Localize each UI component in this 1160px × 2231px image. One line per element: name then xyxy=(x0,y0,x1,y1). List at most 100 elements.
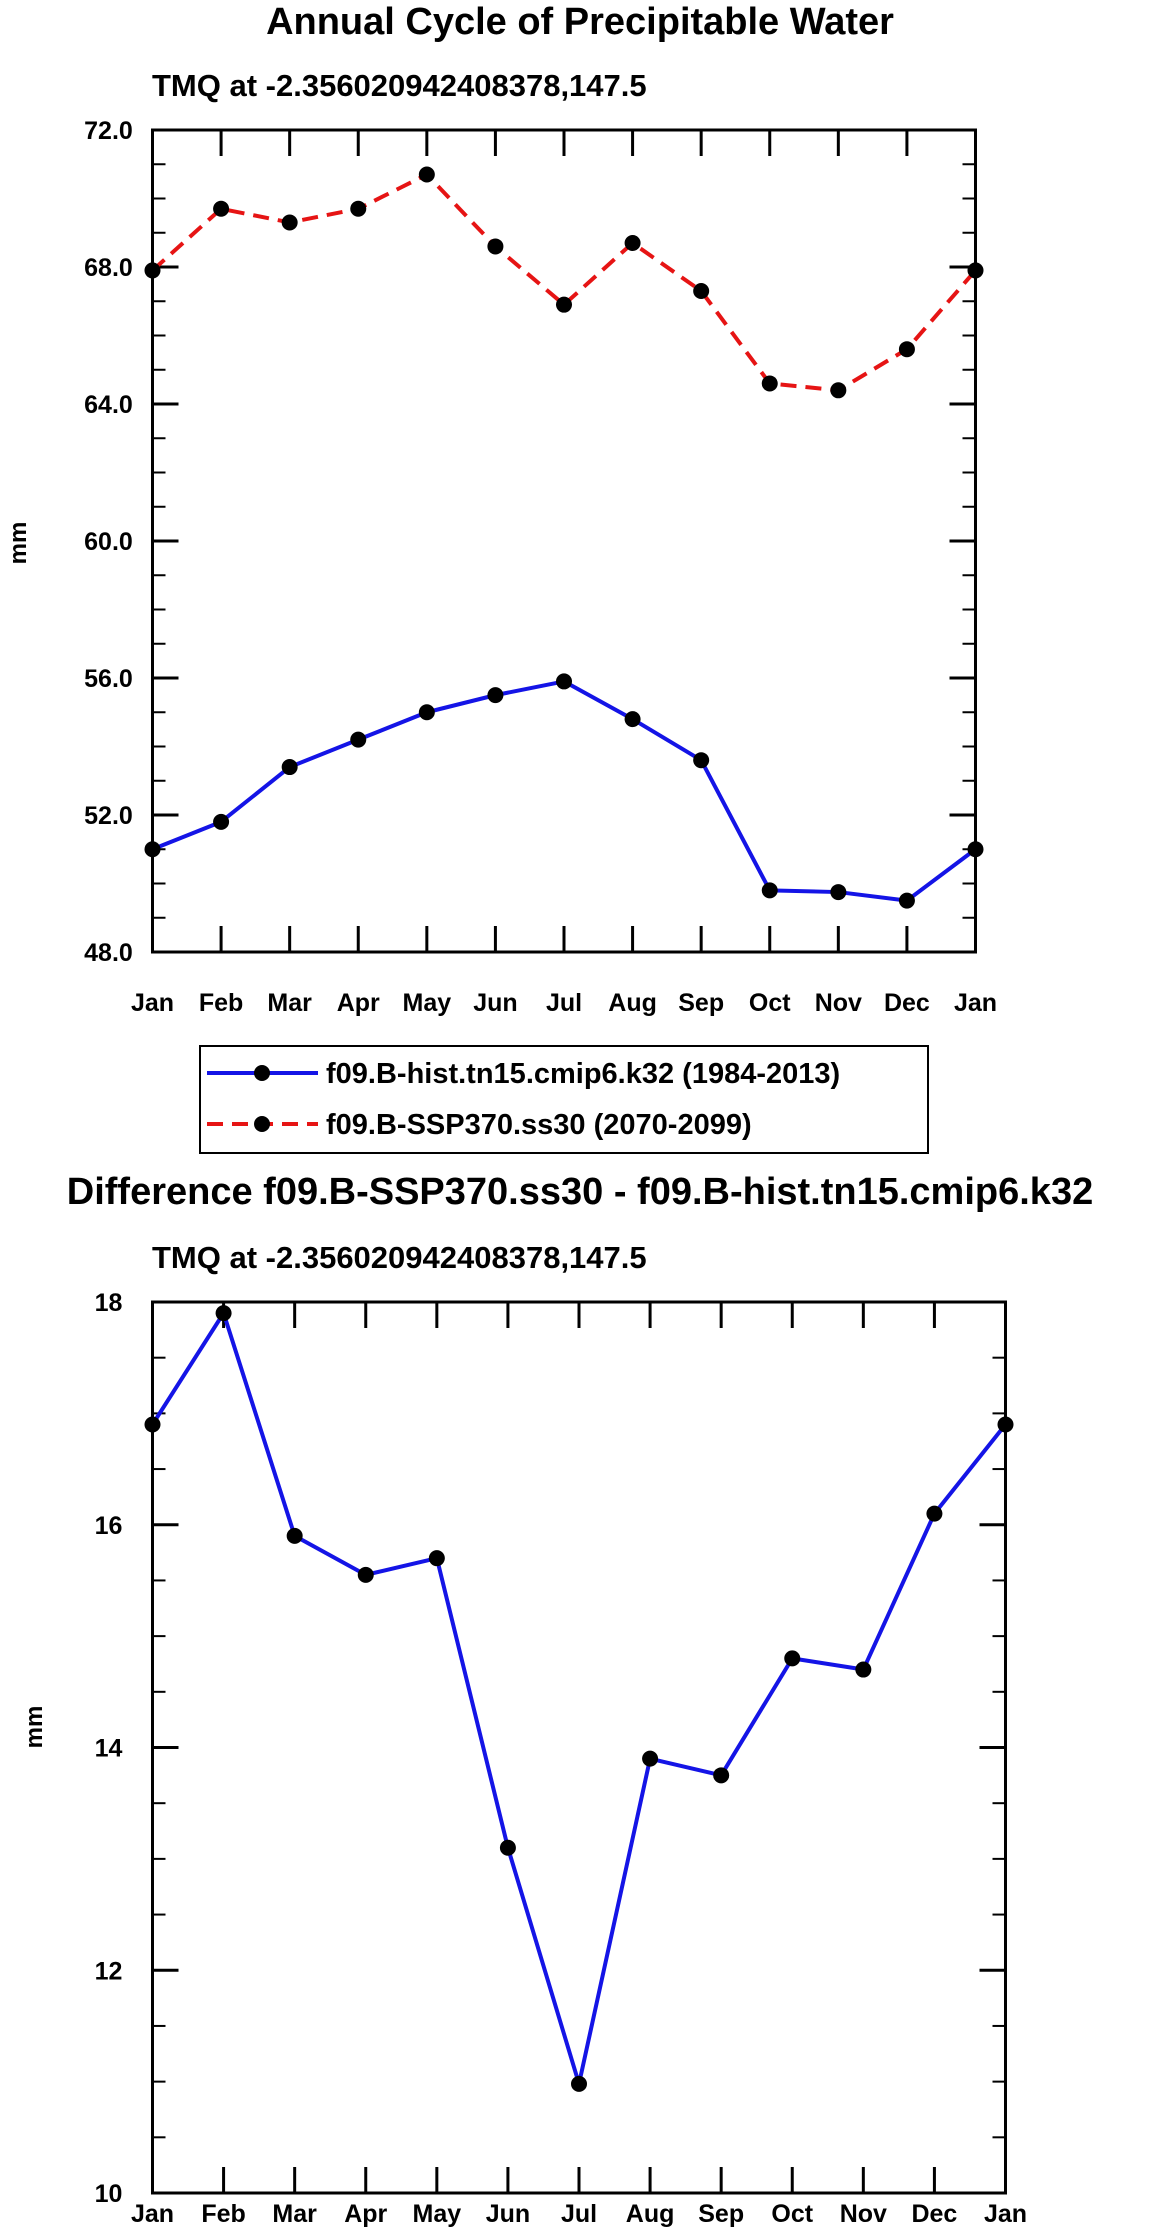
top-chart-y-tick-label: 56.0 xyxy=(84,665,133,693)
top-chart-data-point xyxy=(418,704,435,721)
bottom-chart-y-tick-label: 14 xyxy=(95,1735,123,1763)
top-chart-ylabel: mm xyxy=(5,522,32,565)
top-chart-y-tick-label: 48.0 xyxy=(84,939,133,967)
bottom-chart-title: Difference f09.B-SSP370.ss30 - f09.B-his… xyxy=(67,1171,1093,1213)
top-chart-data-point xyxy=(624,711,641,728)
legend-item-hist: f09.B-hist.tn15.cmip6.k32 (1984-2013) xyxy=(207,1058,840,1090)
top-chart-data-point xyxy=(213,813,230,830)
bottom-chart-series-line-0 xyxy=(150,1311,1008,2086)
bottom-chart-data-point xyxy=(286,1527,303,1544)
bottom-chart-x-tick-label: Oct xyxy=(771,2200,813,2228)
bottom-chart-data-point xyxy=(215,1305,232,1322)
legend-label-ssp: f09.B-SSP370.ss30 (2070-2099) xyxy=(326,1109,752,1141)
top-chart-x-tick-label: Oct xyxy=(749,989,791,1017)
bottom-chart-x-tick-label: Mar xyxy=(272,2200,317,2228)
bottom-chart-x-tick-label: Aug xyxy=(626,2200,675,2228)
bottom-chart-x-tick-label: Jun xyxy=(486,2200,530,2228)
top-chart-x-tick-label: Dec xyxy=(884,989,930,1017)
bottom-chart-data-point xyxy=(713,1767,730,1784)
top-chart-x-tick-label: Jul xyxy=(546,989,582,1017)
top-chart-data-point xyxy=(350,200,367,217)
legend-label-hist: f09.B-hist.tn15.cmip6.k32 (1984-2013) xyxy=(326,1058,840,1090)
top-chart-data-point xyxy=(693,282,710,299)
top-chart-x-tick-label: Jun xyxy=(473,989,517,1017)
bottom-chart-data-point xyxy=(642,1750,659,1767)
top-chart-data-point xyxy=(350,731,367,748)
top-chart-data-point xyxy=(693,752,710,769)
bottom-chart-x-tick-label: Jan xyxy=(984,2200,1027,2228)
bottom-chart-data-point xyxy=(428,1550,445,1567)
top-chart-x-tick-label: Apr xyxy=(337,989,380,1017)
top-chart-frame xyxy=(151,128,977,954)
bottom-chart-x-tick-label: Sep xyxy=(698,2200,744,2228)
bottom-chart-x-tick-label: Apr xyxy=(344,2200,387,2228)
top-chart-y-ticks: 48.0 52.0 56.0 60.0 64.0 68.0 72.0 xyxy=(84,117,976,967)
top-chart-x-tick-label: Sep xyxy=(678,989,724,1017)
top-chart-data-point xyxy=(487,238,504,255)
bottom-chart-y-tick-label: 10 xyxy=(95,2180,123,2208)
legend-item-ssp: f09.B-SSP370.ss30 (2070-2099) xyxy=(207,1109,752,1141)
top-chart-x-tick-label: Mar xyxy=(267,989,312,1017)
bottom-chart-y-ticks: 10 12 14 16 18 xyxy=(95,1289,1006,2208)
top-chart-data-point xyxy=(418,166,435,183)
bottom-chart-ylabel: mm xyxy=(21,1706,48,1749)
top-chart-data-point xyxy=(281,214,298,231)
top-chart-x-tick-label: Aug xyxy=(608,989,657,1017)
top-chart-data-point xyxy=(556,673,572,690)
top-chart-x-ticks: Jan Feb Mar Apr May Jun Jul Aug Sep Oct Nov Dec Jan xyxy=(131,130,997,1017)
top-chart-data-point xyxy=(761,375,778,392)
bottom-chart-x-tick-label: Jan xyxy=(131,2200,174,2228)
top-chart-x-tick-label: Nov xyxy=(815,989,862,1017)
bottom-chart-frame xyxy=(151,1300,1007,2195)
bottom-chart-y-tick-label: 16 xyxy=(95,1512,123,1540)
top-chart-data-point xyxy=(487,687,504,704)
top-chart-data-point xyxy=(830,382,847,399)
bottom-chart-data-point xyxy=(926,1505,943,1522)
bottom-chart-x-tick-label: Feb xyxy=(201,2200,245,2228)
top-chart-data-point xyxy=(898,341,915,358)
top-chart-y-tick-label: 68.0 xyxy=(84,254,133,282)
top-chart-y-tick-label: 72.0 xyxy=(84,117,133,145)
top-chart-data-point xyxy=(281,759,298,776)
bottom-chart-y-tick-label: 12 xyxy=(95,1957,123,1985)
top-chart-data-point xyxy=(761,882,778,899)
legend-box xyxy=(199,1045,929,1154)
top-chart-series xyxy=(144,166,984,909)
bottom-chart-data-point xyxy=(855,1661,872,1678)
top-chart-legend: f09.B-hist.tn15.cmip6.k32 (1984-2013) f0… xyxy=(199,1045,929,1154)
top-chart-data-point xyxy=(213,200,230,217)
bottom-chart-data-point xyxy=(571,2075,587,2092)
top-chart-y-minor-ticks xyxy=(152,129,976,953)
bottom-chart-y-tick-label: 18 xyxy=(95,1289,123,1317)
top-chart-x-tick-label: May xyxy=(403,989,452,1017)
legend-marker-ssp xyxy=(254,1116,270,1132)
bottom-chart-series xyxy=(144,1305,1014,2092)
top-chart-title: Annual Cycle of Precipitable Water xyxy=(266,1,894,43)
bottom-chart-x-ticks: Jan Feb Mar Apr May Jun Jul Aug Sep Oct Nov Dec Jan xyxy=(131,1302,1027,2228)
bottom-chart-data-point xyxy=(499,1839,516,1856)
top-chart-x-tick-label: Jan xyxy=(954,989,997,1017)
bottom-chart-data-point xyxy=(784,1650,801,1667)
top-chart: Annual Cycle of Precipitable Water TMQ a… xyxy=(5,1,997,1154)
bottom-chart-subtitle: TMQ at -2.356020942408378,147.5 xyxy=(152,1240,647,1275)
top-chart-data-point xyxy=(556,296,572,313)
bottom-chart-x-tick-label: May xyxy=(413,2200,462,2228)
bottom-chart-y-minor-ticks xyxy=(152,1301,1006,2194)
bottom-chart-x-tick-label: Dec xyxy=(911,2200,957,2228)
top-chart-data-point xyxy=(898,892,915,909)
legend-marker-hist xyxy=(254,1065,270,1081)
top-chart-data-point xyxy=(830,884,847,901)
top-chart-y-tick-label: 60.0 xyxy=(84,528,133,556)
bottom-chart-x-tick-label: Jul xyxy=(561,2200,597,2228)
bottom-chart-data-point xyxy=(357,1566,374,1583)
top-chart-x-tick-label: Jan xyxy=(131,989,174,1017)
top-chart-series-line-1 xyxy=(151,172,978,393)
top-chart-data-point xyxy=(624,235,641,252)
top-chart-x-tick-label: Feb xyxy=(199,989,243,1017)
top-chart-y-tick-label: 64.0 xyxy=(84,391,133,419)
top-chart-series-line-0 xyxy=(151,679,977,903)
top-chart-y-tick-label: 52.0 xyxy=(84,802,133,830)
top-chart-subtitle: TMQ at -2.356020942408378,147.5 xyxy=(152,68,647,103)
bottom-chart: Difference f09.B-SSP370.ss30 - f09.B-his… xyxy=(21,1171,1093,2228)
